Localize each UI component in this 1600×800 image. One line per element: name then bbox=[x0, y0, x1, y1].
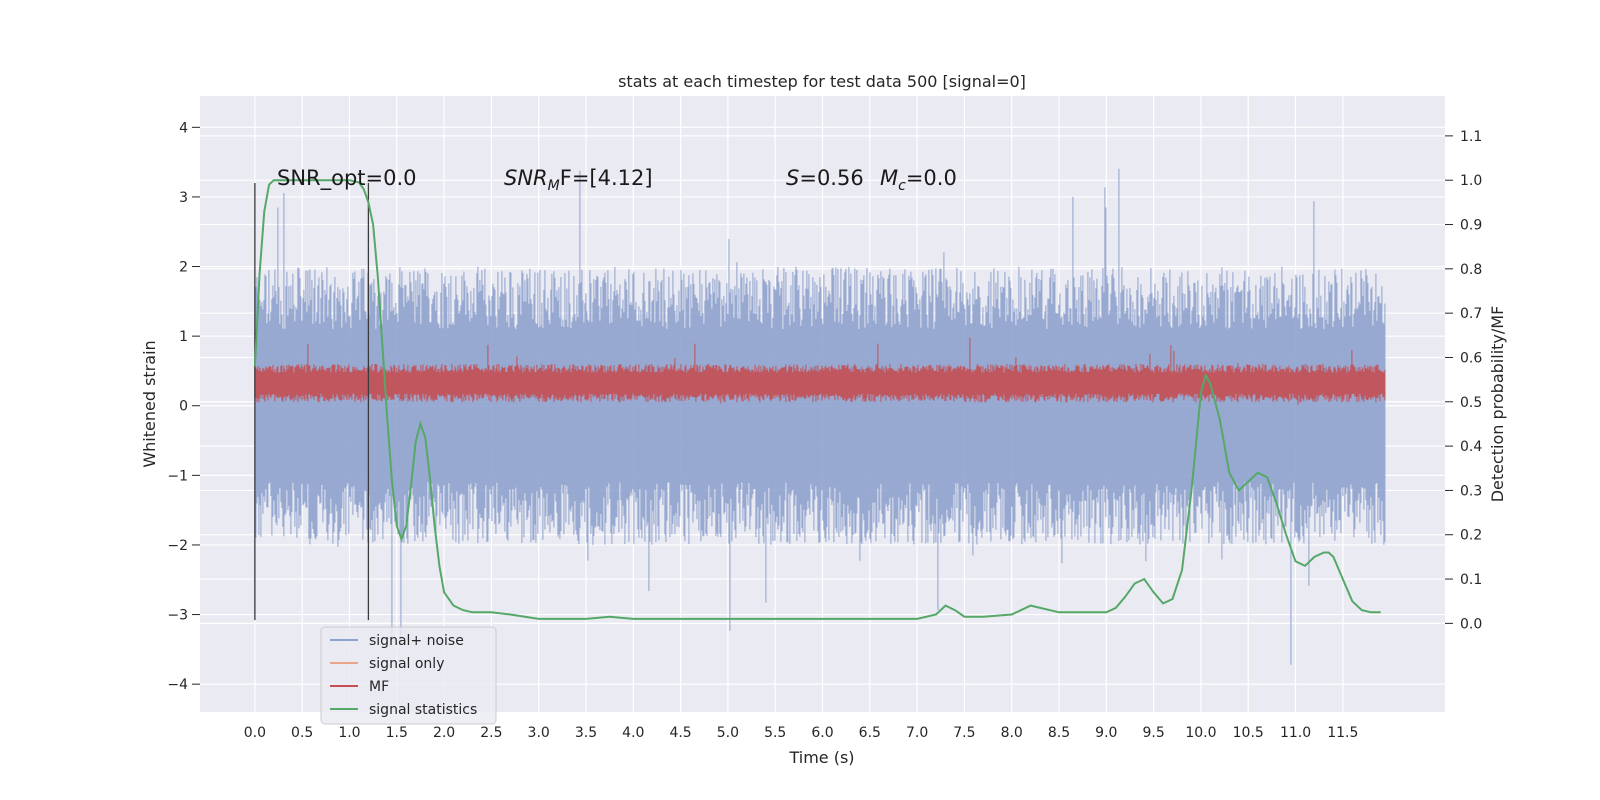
s-label: S bbox=[786, 166, 799, 190]
x-tick-label: 4.0 bbox=[622, 725, 644, 741]
annotation-snr-opt: SNR_opt=0.0 bbox=[277, 166, 417, 191]
y2-tick-label: 0.7 bbox=[1460, 306, 1482, 322]
x-tick-label: 7.5 bbox=[953, 725, 975, 741]
y2-tick-label: 0.2 bbox=[1460, 528, 1482, 544]
x-tick-label: 11.0 bbox=[1280, 725, 1311, 741]
chart-title: stats at each timestep for test data 500… bbox=[618, 72, 1026, 91]
x-tick-label: 6.0 bbox=[811, 725, 833, 741]
snr-mf-base: SNR bbox=[504, 166, 548, 190]
x-tick-label: 8.5 bbox=[1048, 725, 1070, 741]
y-tick-label: −1 bbox=[167, 468, 188, 484]
x-tick-label: 5.5 bbox=[764, 725, 786, 741]
x-tick-label: 11.5 bbox=[1327, 725, 1358, 741]
y-tick-labels: 4 3 2 1 0 −1 −2 −3 −4 bbox=[167, 120, 200, 693]
legend-label-signal-only: signal only bbox=[369, 656, 444, 672]
x-tick-label: 3.5 bbox=[575, 725, 597, 741]
x-tick-label: 10.0 bbox=[1185, 725, 1216, 741]
y2-tick-label: 0.9 bbox=[1460, 218, 1482, 234]
snr-mf-rest: F=[4.12] bbox=[560, 166, 653, 190]
x-tick-label: 1.5 bbox=[386, 725, 408, 741]
y-tick-label: 1 bbox=[179, 329, 188, 345]
y2-tick-label: 1.0 bbox=[1460, 173, 1482, 189]
x-tick-labels: 0.0 0.5 1.0 1.5 2.0 2.5 3.0 3.5 4.0 4.5 5.0 5.5 6.0 6… bbox=[244, 725, 1359, 741]
x-tick-label: 2.5 bbox=[480, 725, 502, 741]
x-tick-label: 1.0 bbox=[338, 725, 360, 741]
x-tick-label: 4.5 bbox=[669, 725, 691, 741]
mc-label: M bbox=[880, 166, 898, 190]
legend-label-signal-plus-noise: signal+ noise bbox=[369, 633, 464, 649]
y2-tick-label: 1.1 bbox=[1460, 129, 1482, 145]
y2-tick-label: 0.4 bbox=[1460, 439, 1482, 455]
vertical-markers bbox=[254, 183, 370, 621]
y-tick-label: −4 bbox=[167, 677, 188, 693]
snr-mf-subscript: M bbox=[548, 178, 560, 194]
x-tick-label: 8.0 bbox=[1001, 725, 1023, 741]
s-value: =0.56 bbox=[799, 166, 863, 190]
y2-tick-label: 0.6 bbox=[1460, 350, 1482, 366]
x-tick-label: 0.0 bbox=[244, 725, 266, 741]
y-tick-label: −3 bbox=[167, 608, 188, 624]
y-tick-label: −2 bbox=[167, 538, 188, 554]
x-tick-label: 6.5 bbox=[859, 725, 881, 741]
x-tick-label: 2.0 bbox=[433, 725, 455, 741]
x-tick-label: 9.0 bbox=[1095, 725, 1117, 741]
mc-subscript: c bbox=[898, 178, 906, 194]
y2-tick-label: 0.3 bbox=[1460, 483, 1482, 499]
y2-tick-label: 0.8 bbox=[1460, 262, 1482, 278]
x-tick-label: 5.0 bbox=[717, 725, 739, 741]
x-tick-label: 9.5 bbox=[1142, 725, 1164, 741]
annotation-s: S=0.56 bbox=[786, 166, 864, 190]
y-tick-label: 2 bbox=[179, 260, 188, 276]
x-axis-label: Time (s) bbox=[788, 748, 854, 767]
y2-tick-label: 0.5 bbox=[1460, 395, 1482, 411]
x-tick-label: 10.5 bbox=[1233, 725, 1264, 741]
y-tick-label: 4 bbox=[179, 120, 188, 136]
legend-label-mf: MF bbox=[369, 679, 389, 695]
x-tick-label: 3.0 bbox=[528, 725, 550, 741]
y2-tick-label: 0.0 bbox=[1460, 616, 1482, 632]
y2-tick-labels: 1.1 1.0 0.9 0.8 0.7 0.6 0.5 0.4 0.3 0.2 0.1 0.0 bbox=[1445, 129, 1482, 632]
series-signal-statistics bbox=[253, 179, 1381, 620]
mc-value: =0.0 bbox=[906, 166, 957, 190]
legend-label-signal-statistics: signal statistics bbox=[369, 702, 477, 718]
annotation-mc: Mc=0.0 bbox=[880, 166, 957, 194]
y2-axis-label: Detection probability/MF bbox=[1488, 306, 1507, 503]
y-axis-label: Whitened strain bbox=[140, 340, 159, 467]
legend-frame bbox=[320, 626, 497, 725]
y-tick-label: 3 bbox=[179, 190, 188, 206]
legend: signal+ noise signal only MF signal stat… bbox=[320, 626, 497, 725]
x-tick-label: 7.0 bbox=[906, 725, 928, 741]
annotation-snr-mf: SNRMF=[4.12] bbox=[504, 166, 653, 194]
y-tick-label: 0 bbox=[179, 399, 188, 415]
x-tick-label: 0.5 bbox=[291, 725, 313, 741]
y2-tick-label: 0.1 bbox=[1460, 572, 1482, 588]
